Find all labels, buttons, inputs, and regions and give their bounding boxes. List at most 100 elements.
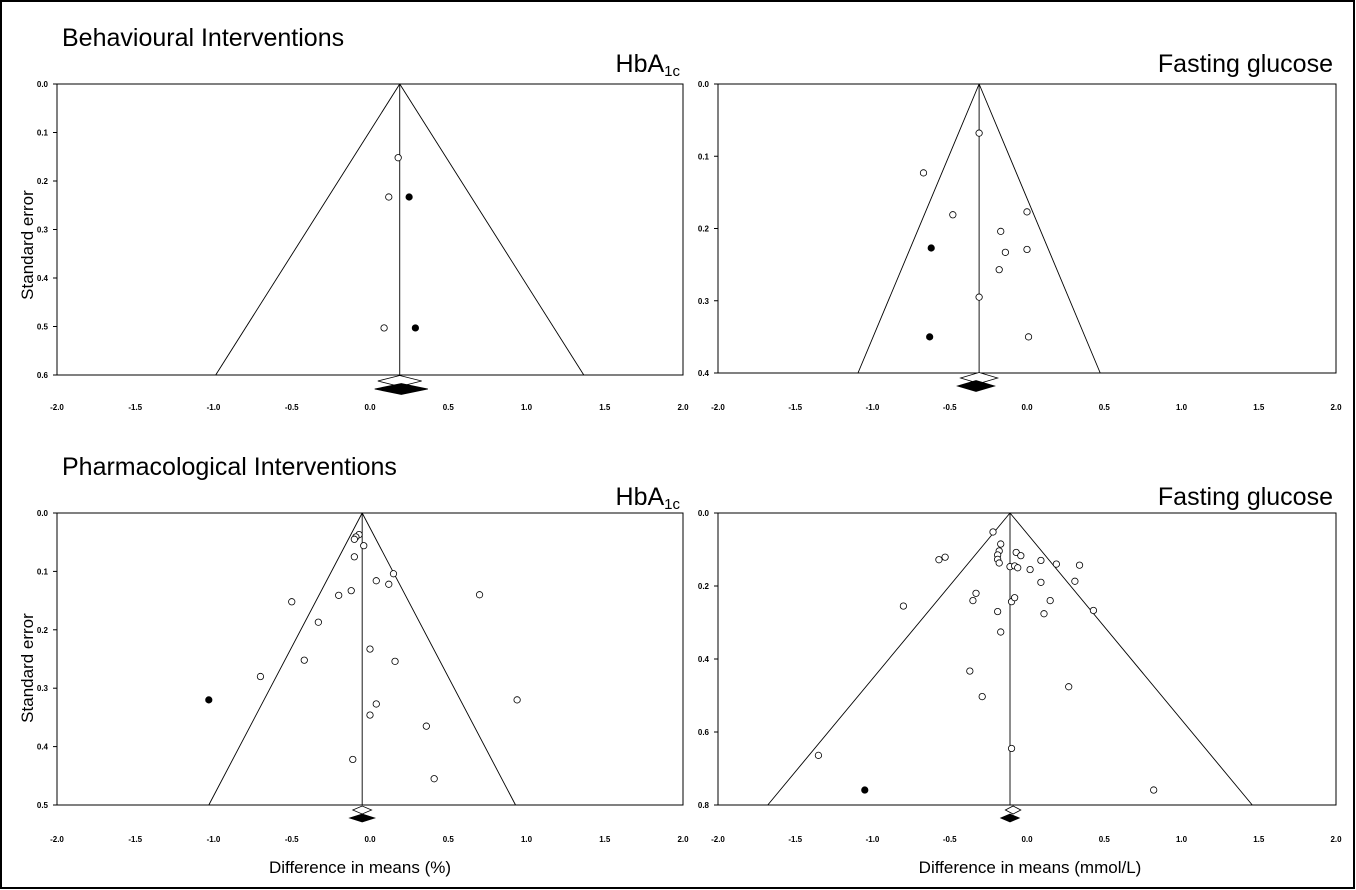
pharm-hba1c-xtick-label: 1.5 (599, 835, 611, 844)
beh-fpg-ytick-label: 0.1 (698, 152, 710, 161)
pharm-hba1c-ytick-label: 0.2 (37, 626, 49, 635)
beh-hba1c-observed-point (394, 154, 402, 162)
pharm-hba1c-observed-point (475, 591, 484, 599)
beh-fpg-summary-adjusted-diamond (956, 380, 996, 392)
beh-fpg-xtick-label: 0.5 (1099, 403, 1111, 412)
beh-fpg-observed-point (997, 227, 1005, 235)
pharm-fpg-observed-point (997, 540, 1005, 548)
beh-fpg-ytick-label: 0.0 (698, 80, 710, 89)
pharm-fpg-observed-point (1046, 596, 1054, 605)
pharm-hba1c-observed-point (422, 722, 430, 730)
pharm-hba1c-xtick-label: -1.0 (207, 835, 221, 844)
pharm-fpg-observed-point (1037, 578, 1045, 586)
section-title-behavioural: Behavioural Interventions (62, 24, 345, 52)
pharm-fpg-observed-point (1007, 744, 1016, 753)
beh-fpg-plot-area (717, 83, 1337, 374)
pharm-hba1c-observed-point (350, 553, 358, 561)
beh-hba1c-plot-area (56, 83, 684, 376)
pharm-fpg-funnel-right (1009, 512, 1253, 806)
pharm-fpg-observed-point (1071, 577, 1079, 585)
pharm-hba1c-summary-adjusted-diamond (348, 813, 377, 823)
beh-fpg-observed-point (995, 266, 1003, 274)
pharm-fpg-observed-point (969, 596, 977, 605)
beh-hba1c-ytick-label: 0.0 (37, 80, 49, 89)
pharm-hba1c-xtick-label: -2.0 (50, 835, 64, 844)
pharm-fpg-observed-point (1037, 556, 1045, 565)
pharm-fpg-xtick-label: -1.0 (866, 835, 880, 844)
pharm-hba1c-ytick-label: 0.0 (37, 509, 49, 518)
beh-hba1c-xtick-label: 1.0 (521, 403, 533, 412)
pharm-fpg-xtick-label: 1.0 (1176, 835, 1188, 844)
section-title-pharmacological: Pharmacological Interventions (62, 453, 397, 481)
pharm-hba1c-observed-point (366, 645, 374, 653)
beh-fpg-xtick-label: 2.0 (1330, 403, 1342, 412)
pharm-hba1c-imputed-point (205, 696, 213, 704)
pharm-fpg-observed-point (1026, 565, 1034, 574)
panel-title-fasting-pharmacological: Fasting glucose (1157, 483, 1333, 511)
pharm-hba1c-summary-observed-diamond (351, 805, 373, 815)
pharm-fpg-observed-point (995, 559, 1003, 567)
pharm-hba1c-xtick-label: -1.5 (128, 835, 142, 844)
pharm-hba1c-xtick-label: 0.5 (443, 835, 455, 844)
pharm-hba1c-observed-point (385, 580, 393, 588)
pharm-fpg-observed-point (989, 528, 997, 536)
beh-fpg-observed-point (949, 211, 957, 219)
pharm-hba1c-observed-point (366, 711, 374, 719)
beh-fpg-xtick-label: 1.0 (1176, 403, 1188, 412)
beh-fpg-observed-point (1023, 245, 1031, 254)
beh-hba1c-xtick-label: -2.0 (50, 403, 64, 412)
pharm-hba1c-observed-point (314, 618, 322, 626)
pharm-fpg-xtick-label: 1.5 (1253, 835, 1265, 844)
xlabel-left: Difference in means (%) (268, 858, 452, 877)
pharm-fpg-xtick-label: -2.0 (711, 835, 725, 844)
beh-fpg-xtick-label: -2.0 (711, 403, 725, 412)
hba1c-title-main-2: HbA (615, 483, 665, 511)
beh-hba1c-xtick-label: 1.5 (599, 403, 611, 412)
beh-fpg-ytick-label: 0.4 (698, 369, 710, 378)
pharm-hba1c-ytick-label: 0.4 (37, 743, 49, 752)
beh-hba1c-ytick-label: 0.2 (37, 177, 49, 186)
pharm-fpg-xtick-label: 2.0 (1330, 835, 1342, 844)
pharm-hba1c-plot-area (56, 512, 684, 806)
pharm-fpg-observed-point (972, 589, 980, 597)
beh-hba1c-xtick-label: 2.0 (677, 403, 689, 412)
pharm-hba1c-observed-point (335, 591, 343, 599)
pharm-hba1c-observed-point (389, 570, 398, 578)
pharm-fpg-observed-point (814, 751, 823, 759)
hba1c-title-sub-2: 1c (664, 496, 680, 513)
beh-hba1c-imputed-point (411, 324, 419, 332)
beh-hba1c-funnel-left (215, 83, 401, 376)
beh-fpg-xtick-label: -0.5 (943, 403, 957, 412)
pharm-hba1c-observed-point (347, 587, 355, 595)
pharm-fpg-observed-point (1040, 610, 1048, 618)
beh-hba1c-xtick-label: -0.5 (285, 403, 299, 412)
pharm-hba1c-observed-point (372, 700, 380, 708)
pharm-fpg-observed-point (1075, 561, 1084, 569)
pharm-hba1c-observed-point (391, 657, 399, 665)
pharm-fpg-summary-adjusted-diamond (999, 813, 1021, 823)
pharm-hba1c-observed-point (349, 755, 357, 764)
beh-hba1c-observed-point (380, 324, 388, 332)
pharm-fpg-xtick-label: 0.5 (1099, 835, 1111, 844)
pharm-fpg-observed-point (966, 667, 974, 675)
pharm-hba1c-funnel-right (361, 512, 516, 806)
panel-title-fasting-behavioural: Fasting glucose (1157, 50, 1333, 78)
pharm-fpg-xtick-label: -0.5 (943, 835, 957, 844)
beh-hba1c-ytick-label: 0.5 (37, 323, 49, 332)
xlabel-right: Difference in means (mmol/L) (918, 858, 1142, 877)
pharm-fpg-observed-point (1011, 594, 1019, 602)
beh-fpg-observed-point (975, 293, 983, 301)
beh-hba1c-xtick-label: 0.0 (364, 403, 376, 412)
beh-fpg-funnel-left (857, 83, 980, 374)
beh-hba1c-ytick-label: 0.1 (37, 129, 49, 138)
pharm-hba1c-observed-point (360, 542, 368, 550)
pharm-fpg-ytick-label: 0.4 (698, 655, 710, 664)
pharm-fpg-observed-point (1017, 552, 1025, 560)
beh-hba1c-xtick-label: -1.0 (207, 403, 221, 412)
beh-hba1c-summary-observed-diamond (377, 375, 422, 387)
pharm-hba1c-xtick-label: 1.0 (521, 835, 533, 844)
pharm-hba1c-funnel-left (208, 512, 363, 806)
beh-hba1c-xtick-label: 0.5 (443, 403, 455, 412)
pharm-fpg-observed-point (1014, 564, 1022, 572)
